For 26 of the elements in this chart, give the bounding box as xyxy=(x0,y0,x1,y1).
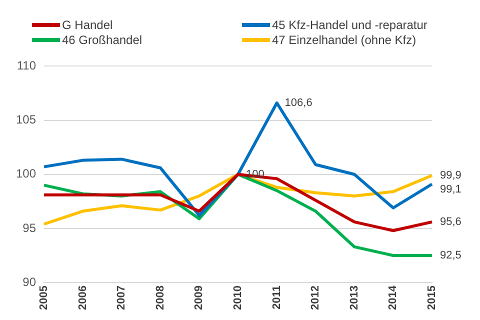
y-tick-label: 90 xyxy=(22,274,36,289)
x-tick-label: 2013 xyxy=(348,286,360,310)
x-tick-label: 2009 xyxy=(193,286,206,310)
x-tick-label: 2006 xyxy=(76,286,89,310)
x-tick-label: 2014 xyxy=(387,284,400,310)
data-label: 106,6 xyxy=(284,97,312,110)
x-tick-label: 2015 xyxy=(426,286,438,310)
x-tick-label: 2010 xyxy=(232,286,244,310)
data-label: 99,9 xyxy=(440,169,462,182)
data-label: 95,6 xyxy=(440,216,462,228)
y-tick-label: 110 xyxy=(16,58,36,73)
y-tick-label: 95 xyxy=(22,220,36,235)
data-label: 92,5 xyxy=(440,250,462,262)
x-tick-label: 2012 xyxy=(310,286,322,310)
data-label: 100 xyxy=(246,168,264,180)
x-tick-label: 2011 xyxy=(270,286,283,310)
legend-label: 45 Kfz-Handel und -reparatur xyxy=(272,18,428,32)
legend-label: 46 Großhandel xyxy=(62,33,142,47)
x-tick-label: 2007 xyxy=(116,286,128,310)
x-tick-label: 2008 xyxy=(154,286,166,310)
legend-label: G Handel xyxy=(62,18,113,32)
y-tick-label: 105 xyxy=(16,112,36,127)
data-label: 99,1 xyxy=(440,183,462,196)
x-tick-label: 2005 xyxy=(38,286,50,310)
legend-label: 47 Einzelhandel (ohne Kfz) xyxy=(272,33,416,47)
y-tick-label: 100 xyxy=(16,166,36,181)
